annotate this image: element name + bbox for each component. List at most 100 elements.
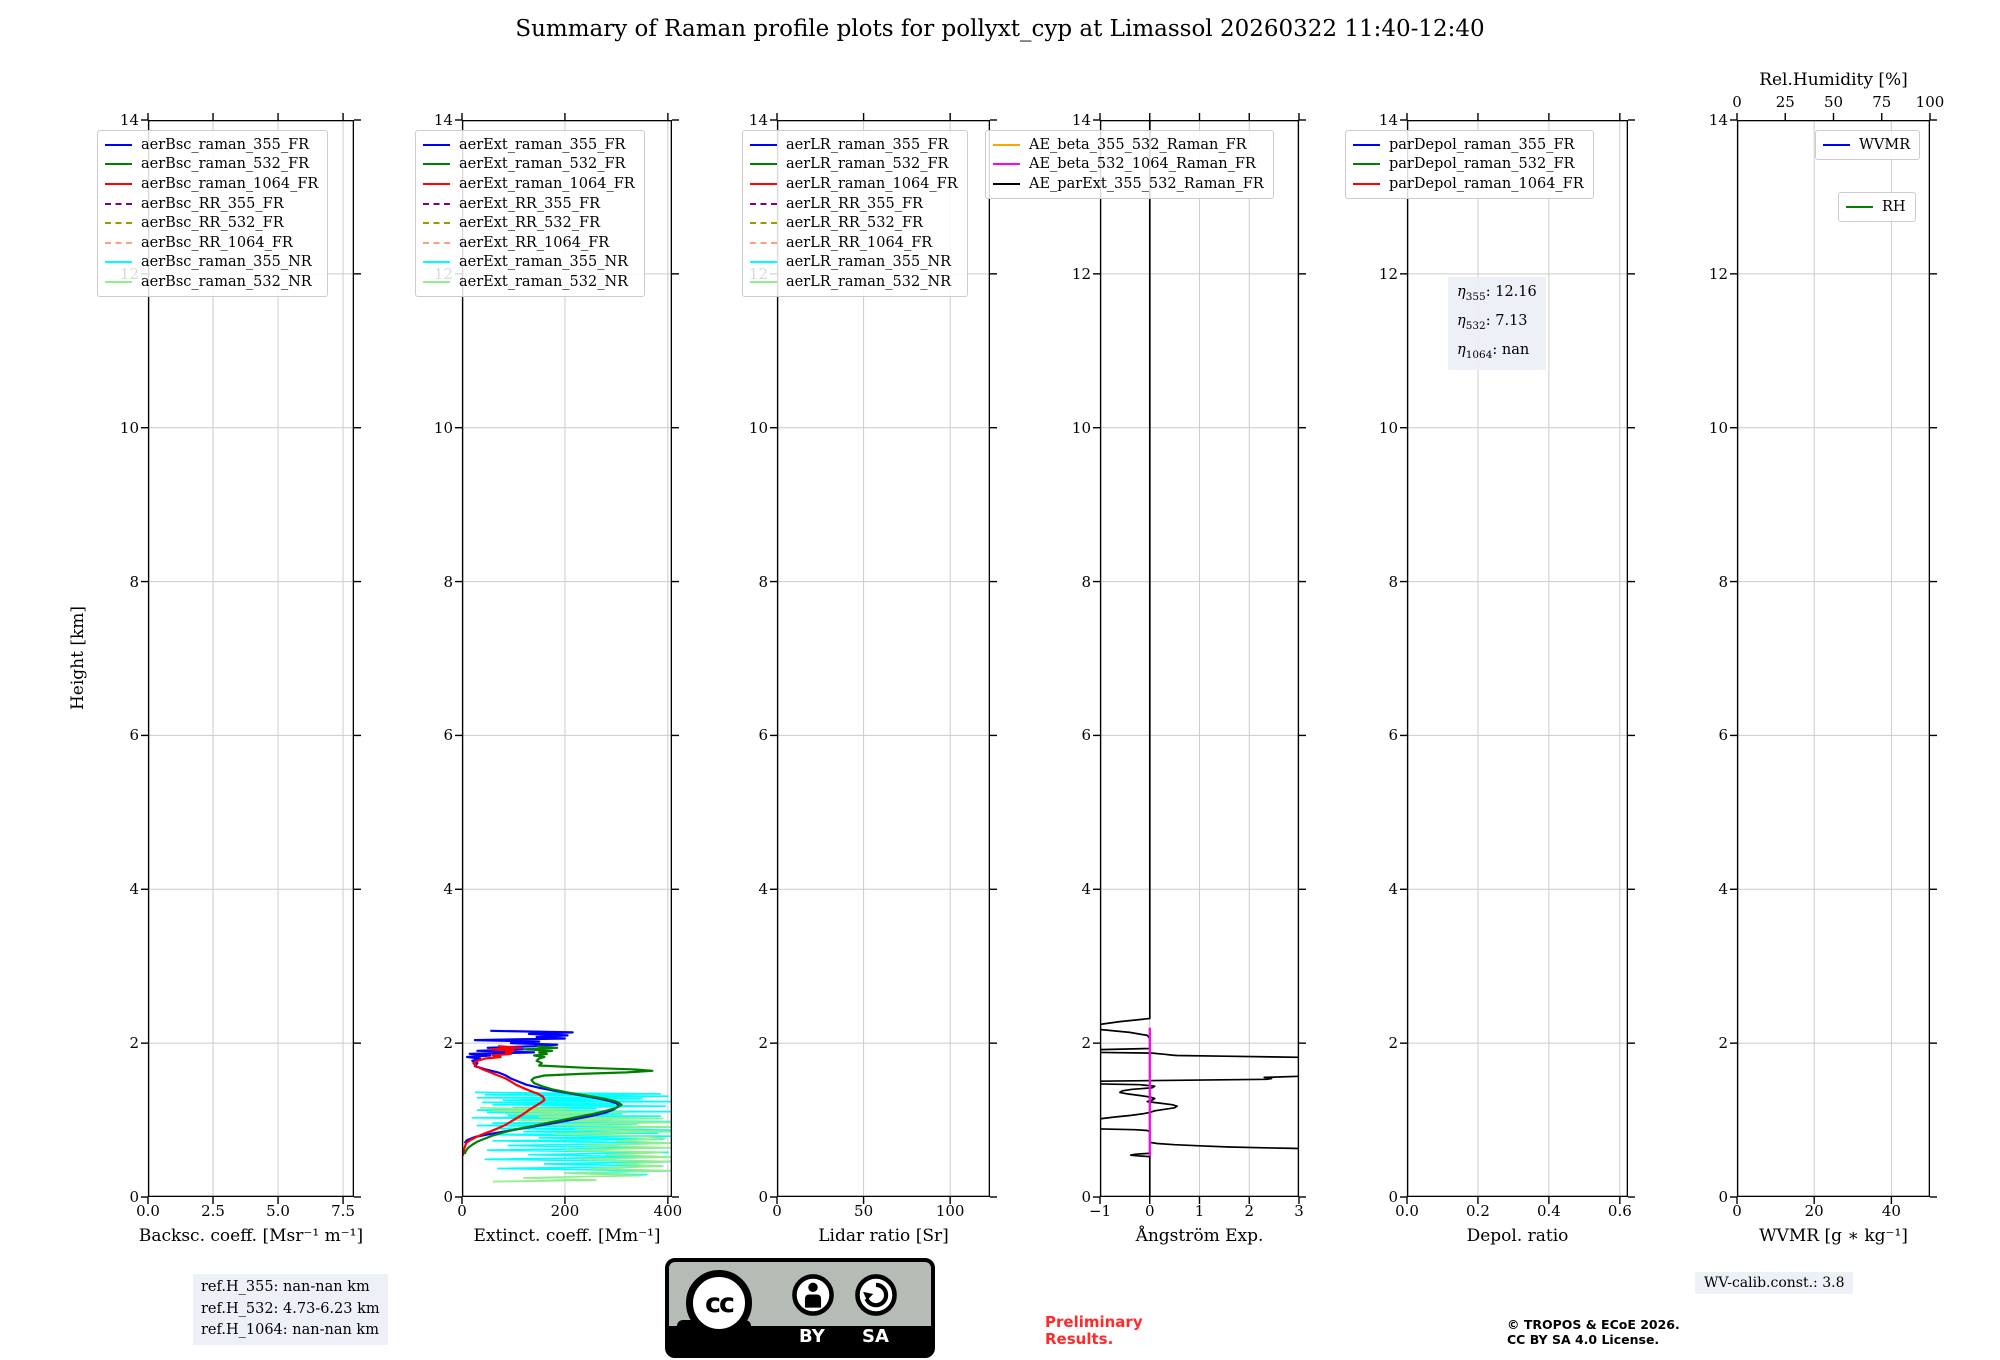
ref-height-1064: ref.H_1064: nan-nan km xyxy=(201,1322,379,1338)
series-AE_parExt_355_532_Raman_FR xyxy=(1100,1128,1299,1150)
legend-entry: aerLR_raman_532_NR xyxy=(750,272,958,292)
legend-entry: AE_parExt_355_532_Raman_FR xyxy=(993,174,1264,194)
legend-line-swatch xyxy=(423,143,450,146)
y-tick-label: 0 xyxy=(1388,1188,1398,1206)
plot-border xyxy=(776,119,990,1197)
x-tick-label: 0.0 xyxy=(1395,1202,1419,1220)
cc-by-label: BY xyxy=(799,1326,825,1347)
legend-entry: aerBsc_RR_532_FR xyxy=(105,213,318,233)
y-tick-label: 14 xyxy=(1708,111,1728,129)
top-tick-label: 75 xyxy=(1872,93,1892,111)
top-axis-label: Rel.Humidity [%] xyxy=(1759,70,1908,90)
legend-label: AE_parExt_355_532_Raman_FR xyxy=(1029,175,1264,192)
legend-entry: RH xyxy=(1846,197,1906,217)
legend-entry: aerExt_RR_1064_FR xyxy=(423,233,635,253)
x-axis-label-angstrom: Ångström Exp. xyxy=(1135,1226,1264,1246)
x-tick-label: 0 xyxy=(1732,1202,1742,1220)
x-tick-label: 0.6 xyxy=(1607,1202,1632,1220)
legend-line-swatch xyxy=(993,163,1020,166)
series-aerExt_raman_532_FR xyxy=(463,1045,654,1155)
y-tick-label: 2 xyxy=(1718,1034,1728,1053)
legend-label: aerExt_raman_355_NR xyxy=(459,254,629,271)
x-axis-label-wvmr: WVMR [g ∗ kg⁻¹] xyxy=(1759,1226,1908,1246)
legend-entry: aerBsc_raman_1064_FR xyxy=(105,174,318,194)
series-AE_parExt_355_532_Raman_FR xyxy=(1100,1075,1299,1083)
legend-entry: parDepol_raman_532_FR xyxy=(1353,155,1584,175)
legend-line-swatch xyxy=(1846,205,1873,208)
legend-label: aerLR_RR_532_FR xyxy=(786,215,923,232)
legend-line-swatch xyxy=(105,143,132,146)
y-tick-label: 4 xyxy=(1718,880,1728,899)
legend-line-swatch xyxy=(1353,163,1380,166)
legend-lidar_ratio: aerLR_raman_355_FR aerLR_raman_532_FR aerL… xyxy=(742,130,968,297)
legend-label: aerBsc_RR_1064_FR xyxy=(141,234,293,251)
legend-line-swatch xyxy=(750,182,777,185)
cc-sa-label: SA xyxy=(862,1326,889,1347)
y-tick-label: 4 xyxy=(1388,880,1398,899)
eta-row: η1064: nan xyxy=(1457,341,1530,361)
y-tick-label: 2 xyxy=(129,1034,139,1053)
legend-label: aerBsc_raman_355_NR xyxy=(141,254,312,271)
plot-border xyxy=(1099,119,1299,1197)
legend-entry: aerLR_raman_355_NR xyxy=(750,253,958,273)
legend-line-swatch xyxy=(423,280,450,283)
legend-entry: AE_beta_355_532_Raman_FR xyxy=(993,135,1264,155)
legend-entry: AE_beta_532_1064_Raman_FR xyxy=(993,155,1264,175)
legend-backscatter: aerBsc_raman_355_FR aerBsc_raman_532_FR ae… xyxy=(97,130,329,297)
legend-line-swatch xyxy=(423,241,450,244)
legend-entry: aerLR_RR_1064_FR xyxy=(750,233,958,253)
top-tick-label: 50 xyxy=(1823,93,1844,111)
legend-label: aerExt_RR_355_FR xyxy=(459,195,600,212)
x-tick-label: 3 xyxy=(1294,1202,1304,1220)
legend-entry: aerLR_raman_1064_FR xyxy=(750,174,958,194)
legend-label: aerExt_raman_532_FR xyxy=(459,156,626,173)
y-tick-label: 6 xyxy=(758,726,768,745)
x-axis-label-backscatter: Backsc. coeff. [Msr⁻¹ m⁻¹] xyxy=(138,1226,364,1246)
x-tick-label: 400 xyxy=(653,1202,683,1220)
y-tick-label: 8 xyxy=(1718,572,1728,591)
plot-border xyxy=(461,119,672,1197)
legend-wvmr: RH xyxy=(1838,192,1916,222)
cc-by-person-icon xyxy=(792,1274,834,1316)
reference-height-box: ref.H_355: nan-nan km ref.H_532: 4.73-6.… xyxy=(193,1274,388,1345)
y-tick-label: 14 xyxy=(748,111,768,129)
eta-row: η355: 12.16 xyxy=(1457,284,1537,303)
x-tick-label: 100 xyxy=(935,1202,965,1220)
y-tick-label: 8 xyxy=(758,572,768,591)
legend-line-swatch xyxy=(105,222,132,225)
top-tick-label: 0 xyxy=(1732,93,1742,111)
x-tick-label: 0 xyxy=(1144,1202,1155,1220)
preliminary-results-note: Preliminary Results. xyxy=(1045,1313,1143,1348)
legend-entry: aerLR_raman_355_FR xyxy=(750,135,958,155)
y-tick-label: 10 xyxy=(1378,418,1398,437)
legend-label: aerLR_raman_532_FR xyxy=(786,156,949,173)
series-AE_parExt_355_532_Raman_FR xyxy=(1100,1051,1299,1059)
plot-border xyxy=(1406,119,1628,1197)
legend-line-swatch xyxy=(750,222,777,225)
legend-label: WVMR xyxy=(1859,136,1911,153)
legend-label: aerBsc_RR_532_FR xyxy=(141,215,284,232)
y-tick-label: 0 xyxy=(129,1188,139,1206)
y-tick-label: 2 xyxy=(1081,1034,1091,1053)
legend-label: aerLR_RR_1064_FR xyxy=(786,234,933,251)
legend-line-swatch xyxy=(105,241,132,244)
legend-depol: parDepol_raman_355_FR parDepol_raman_532_… xyxy=(1345,130,1594,199)
ref-height-355: ref.H_355: nan-nan km xyxy=(201,1279,370,1295)
y-tick-label: 4 xyxy=(1081,880,1091,899)
y-tick-label: 2 xyxy=(443,1034,453,1053)
legend-entry: parDepol_raman_355_FR xyxy=(1353,135,1584,155)
legend-label: aerExt_raman_532_NR xyxy=(459,273,629,290)
legend-entry: aerBsc_raman_355_FR xyxy=(105,135,318,155)
legend-line-swatch xyxy=(423,222,450,225)
cc-icon-text: cc xyxy=(704,1287,735,1319)
legend-angstrom: AE_beta_355_532_Raman_FR AE_beta_532_1064… xyxy=(985,130,1274,199)
legend-entry: aerBsc_raman_532_NR xyxy=(105,272,318,292)
legend-entry: aerLR_raman_532_FR xyxy=(750,155,958,175)
ref-height-532: ref.H_532: 4.73-6.23 km xyxy=(201,1300,380,1317)
legend-entry: aerExt_RR_532_FR xyxy=(423,213,635,233)
y-tick-label: 8 xyxy=(129,572,139,591)
x-tick-label: 0.4 xyxy=(1536,1202,1561,1220)
cc-icon: cc xyxy=(686,1270,752,1336)
legend-extinction: aerExt_raman_355_FR aerExt_raman_532_FR ae… xyxy=(415,130,645,297)
y-tick-label: 4 xyxy=(129,880,139,899)
